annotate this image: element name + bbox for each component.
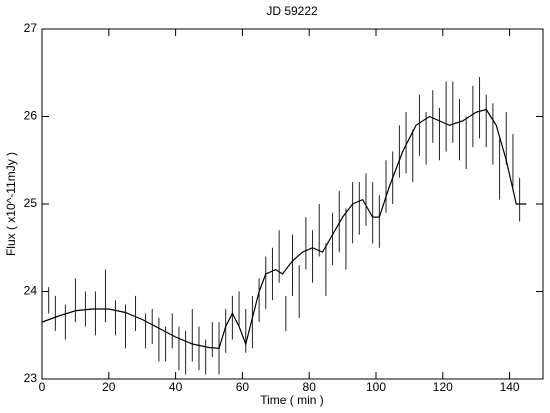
fit-line <box>41 108 527 350</box>
chart-title: JD 59222 <box>266 4 318 18</box>
y-tick-label: 23 <box>24 371 38 385</box>
x-tick-label: 60 <box>236 380 250 394</box>
y-tick-label: 26 <box>24 109 38 123</box>
y-tick-label: 27 <box>24 21 38 35</box>
x-axis-label: Time ( min ) <box>260 393 324 407</box>
y-tick-label: 25 <box>24 196 38 210</box>
y-tick-label: 24 <box>24 284 38 298</box>
x-tick-label: 100 <box>366 380 386 394</box>
y-axis-label: Flux ( x10^-11mJy ) <box>4 152 18 256</box>
x-tick-label: 40 <box>169 380 183 394</box>
x-tick-label: 80 <box>303 380 317 394</box>
x-tick-label: 20 <box>102 380 116 394</box>
x-tick-label: 140 <box>500 380 520 394</box>
x-tick-label: 0 <box>39 380 46 394</box>
x-tick-label: 120 <box>433 380 453 394</box>
